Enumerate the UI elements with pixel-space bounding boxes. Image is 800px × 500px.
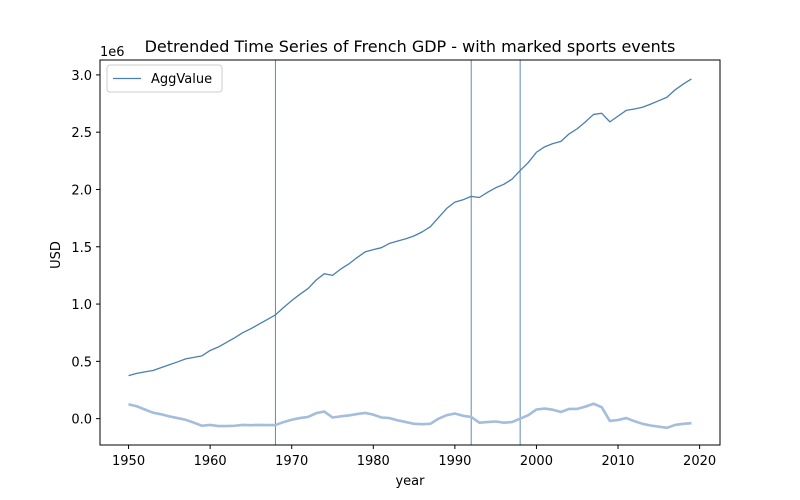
y-tick-label-3: 1.5 xyxy=(71,241,92,256)
x-tick-label-2020: 2020 xyxy=(683,454,716,469)
chart-title: Detrended Time Series of French GDP - wi… xyxy=(145,37,676,56)
series-line-detrended xyxy=(128,402,692,430)
y-axis-ticks: 0.0 0.5 1.0 1.5 2.0 2.5 3.0 xyxy=(71,69,100,428)
series-line-aggvalue xyxy=(128,78,692,377)
x-tick-label-1970: 1970 xyxy=(275,454,308,469)
x-tick-label-1950: 1950 xyxy=(112,454,145,469)
y-tick-label-1: 0.5 xyxy=(71,355,92,370)
y-tick-label-2: 1.0 xyxy=(71,298,92,313)
x-tick-label-1990: 1990 xyxy=(438,454,471,469)
y-tick-label-5: 2.5 xyxy=(71,126,92,141)
legend: AggValue xyxy=(106,64,223,93)
plot-area xyxy=(99,59,721,446)
y-tick-label-6: 3.0 xyxy=(71,69,92,84)
x-tick-label-1980: 1980 xyxy=(357,454,390,469)
legend-box xyxy=(106,64,223,93)
x-tick-label-1960: 1960 xyxy=(194,454,227,469)
axes-frame xyxy=(99,59,721,446)
x-axis-label: year xyxy=(395,474,425,489)
y-tick-label-0: 0.0 xyxy=(71,413,92,428)
y-tick-label-4: 2.0 xyxy=(71,183,92,198)
x-tick-label-2000: 2000 xyxy=(520,454,553,469)
legend-label-aggvalue: AggValue xyxy=(151,72,212,87)
y-axis-label: USD xyxy=(49,241,64,269)
y-scale-offset-label: 1e6 xyxy=(100,45,125,60)
x-tick-label-2010: 2010 xyxy=(601,454,634,469)
x-axis-ticks: 1950 1960 1970 1980 1990 2000 2010 2020 xyxy=(112,445,716,469)
